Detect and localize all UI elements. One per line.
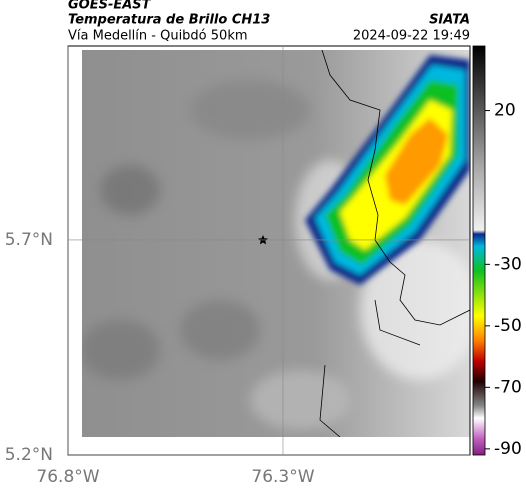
colorbar-tick-label: -30 <box>494 254 522 274</box>
satellite-image <box>82 50 470 437</box>
y-tick-label: 5.2°N <box>5 445 53 465</box>
timestamp: 2024-09-22 19:49 <box>353 29 470 44</box>
colorbar-tick-label: 20 <box>494 101 516 121</box>
x-tick-label: 76.3°W <box>251 467 314 487</box>
colorbar-tick-label: -70 <box>494 377 522 397</box>
colorbar-tick-label: -50 <box>494 316 522 336</box>
route-subtitle: Vía Medellín - Quibdó 50km <box>68 29 248 44</box>
agency: SIATA <box>429 13 470 28</box>
colorbar <box>472 45 486 456</box>
x-tick-label: 76.8°W <box>36 467 99 487</box>
y-tick-label: 5.7°N <box>5 230 53 250</box>
source-title: GOES-EAST <box>68 0 152 13</box>
colorbar-tick-label: -90 <box>494 439 522 459</box>
product-title: Temperatura de Brillo CH13 <box>68 13 270 28</box>
